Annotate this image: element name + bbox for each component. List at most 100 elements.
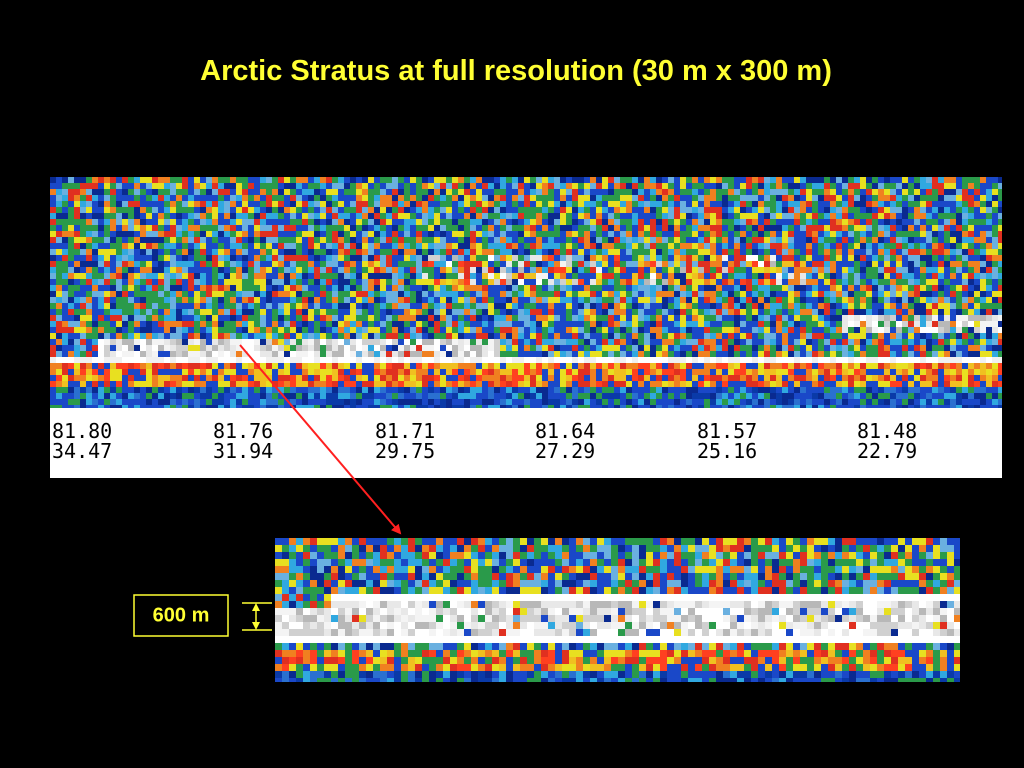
pixel [698, 333, 704, 339]
pixel [638, 333, 644, 339]
pixel [872, 357, 878, 363]
pixel [500, 237, 506, 243]
pixel [248, 345, 254, 351]
pixel [914, 213, 920, 219]
pixel [86, 327, 92, 333]
pixel [710, 261, 716, 267]
pixel [698, 183, 704, 189]
pixel [698, 219, 704, 225]
pixel [272, 291, 278, 297]
pixel [458, 279, 464, 285]
pixel [992, 333, 998, 339]
pixel [146, 183, 152, 189]
pixel [308, 351, 314, 357]
pixel [560, 195, 566, 201]
pixel [134, 339, 140, 345]
pixel [944, 339, 950, 345]
pixel [188, 195, 194, 201]
pixel [80, 327, 86, 333]
pixel [746, 345, 752, 351]
pixel [332, 243, 338, 249]
pixel [542, 291, 548, 297]
pixel [962, 333, 968, 339]
pixel [662, 243, 668, 249]
pixel [878, 357, 884, 363]
pixel [122, 267, 128, 273]
pixel [440, 339, 446, 345]
pixel [890, 225, 896, 231]
pixel [608, 249, 614, 255]
pixel [968, 249, 974, 255]
pixel [872, 285, 878, 291]
pixel [110, 267, 116, 273]
pixel [134, 225, 140, 231]
pixel [410, 189, 416, 195]
pixel [116, 183, 122, 189]
pixel [254, 357, 260, 363]
pixel [68, 219, 74, 225]
pixel [566, 357, 572, 363]
pixel [560, 213, 566, 219]
pixel [878, 279, 884, 285]
pixel [620, 303, 626, 309]
pixel [482, 303, 488, 309]
pixel [470, 309, 476, 315]
pixel [380, 363, 386, 369]
pixel [482, 321, 488, 327]
pixel [254, 261, 260, 267]
pixel [128, 285, 134, 291]
pixel [104, 273, 110, 279]
pixel [86, 177, 92, 183]
pixel [848, 189, 854, 195]
pixel [854, 291, 860, 297]
pixel [656, 255, 662, 261]
pixel [254, 315, 260, 321]
pixel [320, 279, 326, 285]
pixel [974, 345, 980, 351]
pixel [482, 195, 488, 201]
pixel [818, 201, 824, 207]
pixel [644, 189, 650, 195]
pixel [986, 177, 992, 183]
pixel [494, 345, 500, 351]
pixel [692, 231, 698, 237]
pixel [410, 213, 416, 219]
pixel [932, 225, 938, 231]
pixel [830, 207, 836, 213]
pixel [248, 357, 254, 363]
pixel [878, 351, 884, 357]
pixel [140, 183, 146, 189]
pixel [326, 219, 332, 225]
pixel [344, 213, 350, 219]
pixel [440, 303, 446, 309]
pixel [626, 177, 632, 183]
pixel [440, 297, 446, 303]
pixel [608, 333, 614, 339]
pixel [974, 297, 980, 303]
pixel [806, 189, 812, 195]
pixel [440, 285, 446, 291]
pixel [638, 255, 644, 261]
pixel [290, 333, 296, 339]
pixel [302, 231, 308, 237]
pixel [764, 285, 770, 291]
pixel [146, 315, 152, 321]
pixel [122, 357, 128, 363]
pixel [542, 333, 548, 339]
pixel [560, 339, 566, 345]
pixel [566, 321, 572, 327]
pixel [734, 189, 740, 195]
pixel [650, 321, 656, 327]
pixel [164, 279, 170, 285]
pixel [998, 351, 1002, 357]
pixel [116, 279, 122, 285]
pixel [578, 351, 584, 357]
pixel [776, 291, 782, 297]
pixel [104, 201, 110, 207]
pixel [620, 333, 626, 339]
pixel [320, 327, 326, 333]
pixel [410, 183, 416, 189]
pixel [560, 315, 566, 321]
pixel [494, 321, 500, 327]
pixel [914, 231, 920, 237]
